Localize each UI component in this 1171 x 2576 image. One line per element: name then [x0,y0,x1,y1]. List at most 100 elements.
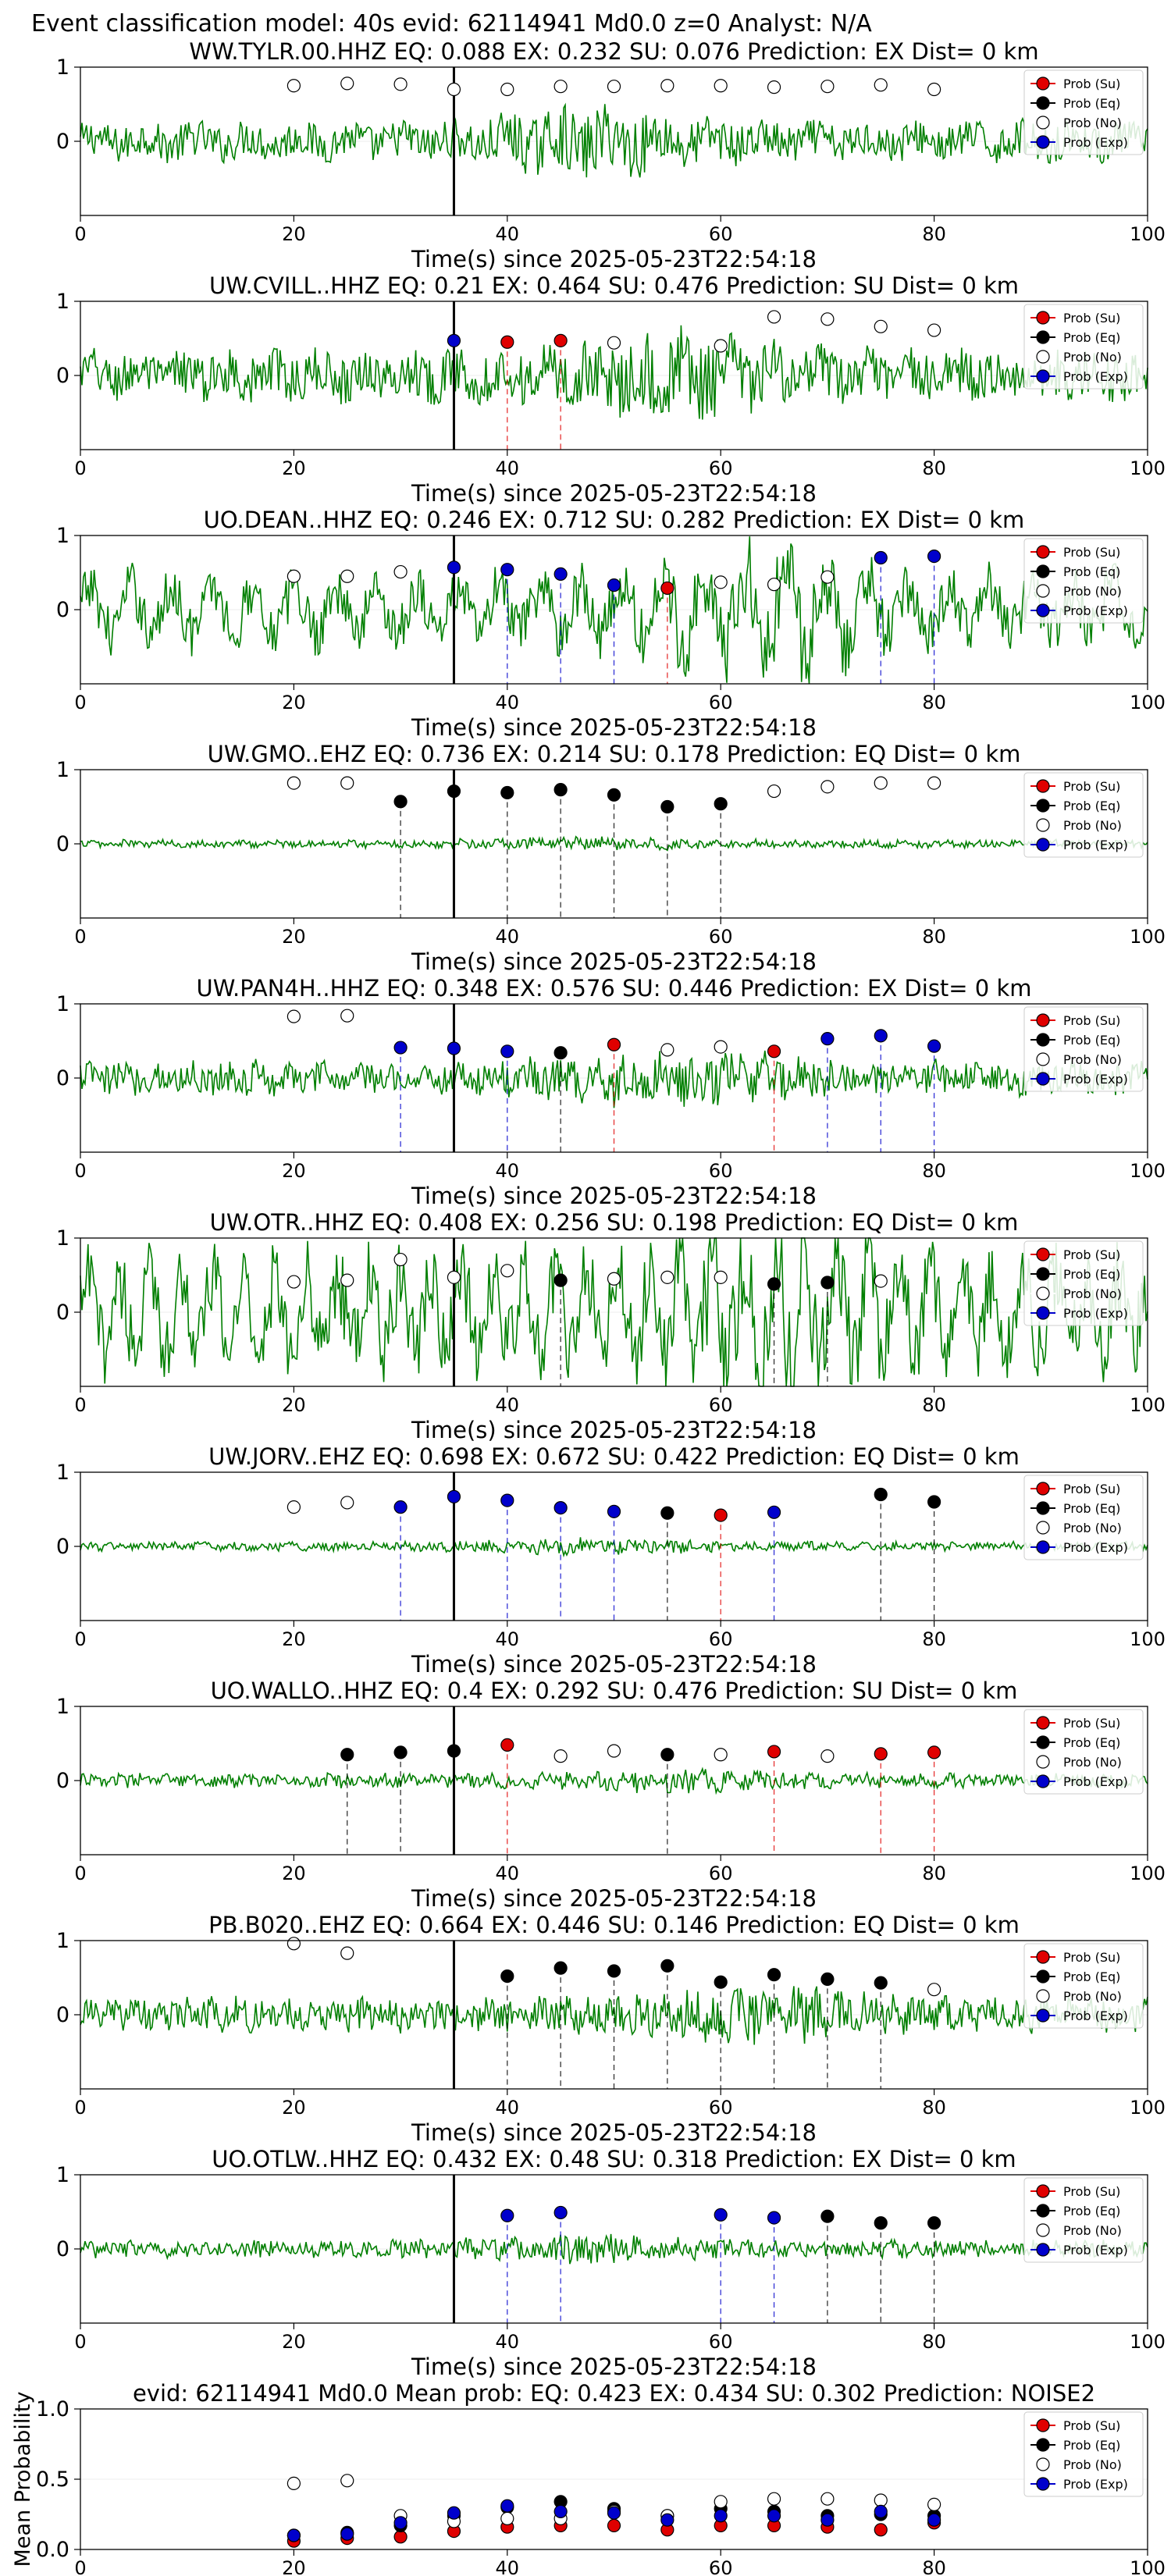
prob-marker-no [820,780,835,794]
x-tick-label: 60 [709,1628,733,1650]
prob-marker-su [660,581,674,596]
legend-marker [1036,1950,1050,1964]
mean-marker-exp [714,2509,728,2523]
legend-marker [1036,2418,1050,2432]
legend-label: Prob (Su) [1063,1482,1120,1496]
x-tick-label: 80 [922,457,946,479]
x-axis-label: Time(s) since 2025-05-23T22:54:18 [411,2119,817,2146]
x-tick-label: 40 [496,692,520,713]
legend-marker [1036,1247,1050,1261]
legend-marker [1036,1501,1050,1515]
prob-marker-exp [553,1500,568,1515]
panel-10: UO.OTLW..HHZ EQ: 0.432 EX: 0.48 SU: 0.31… [56,2146,1166,2380]
prob-marker-no [340,1946,354,1960]
legend-label: Prob (Su) [1063,1950,1120,1965]
x-tick-label: 40 [496,926,520,948]
legend-marker [1036,1755,1050,1769]
legend-label: Prob (Exp) [1063,1540,1128,1555]
prob-marker-su [767,1745,781,1759]
panel-4: UW.GMO..EHZ EQ: 0.736 EX: 0.214 SU: 0.17… [56,741,1166,975]
x-tick-label: 100 [1130,223,1166,245]
y-tick-label: 0.0 [36,2538,69,2562]
legend-marker [1036,1521,1050,1535]
y-tick-label: 0 [56,364,69,388]
prob-marker-no [767,80,781,94]
legend-box [1023,1709,1144,1795]
waveform-trace [80,835,1148,852]
prob-marker-no [340,76,354,91]
legend-label: Prob (Exp) [1063,1072,1128,1087]
x-tick-label: 60 [709,2097,733,2119]
x-axis-label: Time(s) since 2025-05-23T22:54:18 [411,1417,817,1443]
prob-marker-no [607,336,621,350]
legend-box [1023,538,1144,624]
legend-label: Prob (Eq) [1063,1735,1120,1750]
legend-label: Prob (Eq) [1063,330,1120,345]
prob-marker-eq [660,1506,674,1520]
prob-marker-no [660,1043,674,1057]
waveform-trace [80,1050,1148,1108]
mean-marker-exp [340,2527,354,2541]
x-axis-label: Time(s) since 2025-05-23T22:54:18 [411,1651,817,1678]
x-tick-label: 0 [74,926,86,948]
y-tick-label: 1 [56,1461,69,1485]
prob-marker-no [714,575,728,589]
y-tick-label: 0 [56,832,69,856]
legend-box [1023,304,1144,390]
panel-3: UO.DEAN..HHZ EQ: 0.246 EX: 0.712 SU: 0.2… [56,507,1166,741]
prob-marker-no [660,79,674,93]
legend-marker [1036,799,1050,813]
prob-marker-no [767,784,781,799]
x-tick-label: 40 [496,2331,520,2353]
x-tick-label: 60 [709,1160,733,1182]
prob-marker-exp [874,550,888,565]
x-tick-label: 80 [922,2331,946,2353]
x-tick-label: 100 [1130,1628,1166,1650]
prob-marker-eq [607,788,621,802]
prob-marker-eq [553,783,568,797]
legend-marker [1036,2438,1050,2452]
legend-marker [1036,1774,1050,1788]
x-tick-label: 100 [1130,1863,1166,1884]
prob-marker-exp [500,563,514,577]
legend-marker [1036,1267,1050,1281]
panel-1: WW.TYLR.00.HHZ EQ: 0.088 EX: 0.232 SU: 0… [56,38,1166,272]
prob-marker-su [767,1044,781,1059]
mean-marker-exp [820,2513,835,2527]
y-tick-label: 1 [56,55,69,80]
panel-title: WW.TYLR.00.HHZ EQ: 0.088 EX: 0.232 SU: 0… [189,38,1038,65]
x-tick-label: 0 [74,692,86,713]
legend-marker [1036,779,1050,793]
x-tick-label: 60 [709,926,733,948]
mean-marker-exp [607,2506,621,2520]
legend-label: Prob (Exp) [1063,135,1128,150]
legend-label: Prob (Eq) [1063,1267,1120,1282]
mean-marker-exp [767,2509,781,2523]
x-tick-label: 0 [74,1628,86,1650]
y-tick-label: 1 [56,524,69,548]
x-tick-label: 80 [922,692,946,713]
prob-marker-no [500,1264,514,1278]
y-tick-label: 1 [56,290,69,314]
panel-title: UO.OTLW..HHZ EQ: 0.432 EX: 0.48 SU: 0.31… [212,2146,1016,2172]
waveform-trace [80,325,1148,420]
prob-marker-no [874,776,888,790]
prob-marker-su [874,1747,888,1761]
x-tick-label: 20 [282,1160,306,1182]
panel-6: UW.OTR..HHZ EQ: 0.408 EX: 0.256 SU: 0.19… [56,1209,1166,1443]
prob-marker-eq [927,2216,941,2230]
prob-marker-no [927,323,941,337]
mean-marker-su [393,2530,408,2544]
y-tick-label: 0 [56,598,69,622]
x-axis-label: Time(s) since 2025-05-23T22:54:18 [411,948,817,975]
x-tick-label: 80 [922,2557,946,2576]
legend-marker [1036,1033,1050,1047]
x-tick-label: 100 [1130,692,1166,713]
x-tick-label: 0 [74,2331,86,2353]
panel-2: UW.CVILL..HHZ EQ: 0.21 EX: 0.464 SU: 0.4… [56,272,1166,507]
x-tick-label: 80 [922,223,946,245]
legend-box [1023,1240,1144,1326]
y-tick-label: 1 [56,1226,69,1251]
x-tick-label: 80 [922,1394,946,1416]
legend-label: Prob (Su) [1063,1247,1120,1262]
